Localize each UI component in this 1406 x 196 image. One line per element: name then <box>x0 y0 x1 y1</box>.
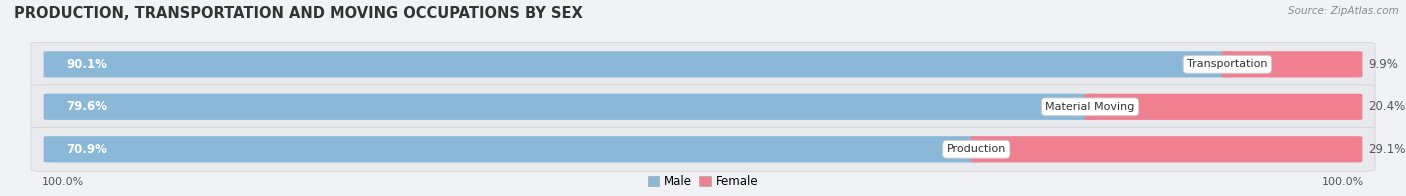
Text: 20.4%: 20.4% <box>1368 100 1405 113</box>
FancyBboxPatch shape <box>970 136 1362 162</box>
Text: 79.6%: 79.6% <box>66 100 107 113</box>
Text: PRODUCTION, TRANSPORTATION AND MOVING OCCUPATIONS BY SEX: PRODUCTION, TRANSPORTATION AND MOVING OC… <box>14 6 583 21</box>
FancyBboxPatch shape <box>44 51 1233 77</box>
Text: 70.9%: 70.9% <box>66 143 107 156</box>
FancyBboxPatch shape <box>44 94 1095 120</box>
Text: Production: Production <box>946 144 1005 154</box>
Text: Material Moving: Material Moving <box>1045 102 1135 112</box>
FancyBboxPatch shape <box>31 85 1375 129</box>
FancyBboxPatch shape <box>1222 51 1362 77</box>
Text: 90.1%: 90.1% <box>66 58 107 71</box>
FancyBboxPatch shape <box>44 136 981 162</box>
FancyBboxPatch shape <box>1084 94 1362 120</box>
Text: 9.9%: 9.9% <box>1368 58 1398 71</box>
Text: 29.1%: 29.1% <box>1368 143 1406 156</box>
FancyBboxPatch shape <box>31 127 1375 171</box>
Text: 100.0%: 100.0% <box>1322 177 1364 187</box>
Text: Transportation: Transportation <box>1187 59 1268 69</box>
FancyBboxPatch shape <box>31 42 1375 86</box>
Legend: Male, Female: Male, Female <box>648 175 758 188</box>
Text: Source: ZipAtlas.com: Source: ZipAtlas.com <box>1288 6 1399 16</box>
Text: 100.0%: 100.0% <box>42 177 84 187</box>
